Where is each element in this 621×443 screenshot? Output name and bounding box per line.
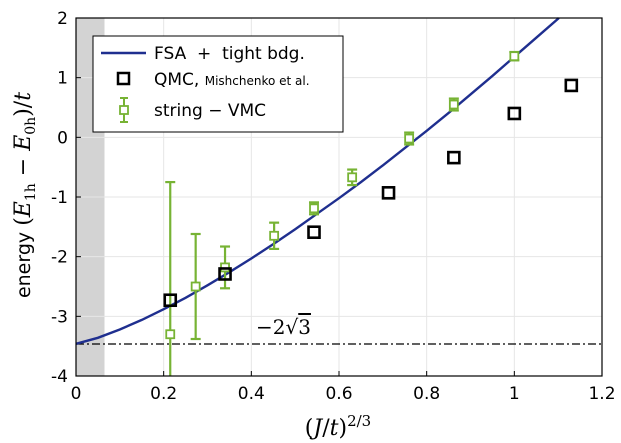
x-tick-label: 0.4 — [238, 384, 265, 404]
annotation-prefix: −2 — [256, 315, 285, 339]
x-tick-label: 0.8 — [413, 384, 440, 404]
legend-vmc-label: string − VMC — [154, 101, 266, 121]
vmc-marker — [404, 133, 415, 144]
y-tick-label: 1 — [57, 69, 68, 89]
vmc-point — [309, 201, 320, 216]
legend-vmc-swatch — [119, 97, 129, 123]
legend-qmc-swatch — [116, 71, 131, 86]
legend-qmc-text: QMC, — [154, 70, 205, 90]
legend: FSA + tight bdg. QMC, Mishchenko et al. … — [92, 35, 344, 133]
qmc-series — [163, 78, 579, 308]
vmc-point — [448, 97, 459, 112]
annotation-root: 3 — [298, 315, 311, 339]
vmc-point — [269, 221, 280, 251]
svg-text:−2√3: −2√3 — [256, 315, 311, 339]
vmc-point — [190, 232, 201, 341]
y-tick-label: -4 — [51, 367, 68, 387]
x-tick-label: 0 — [71, 384, 82, 404]
qmc-marker — [507, 106, 522, 121]
legend-fsa-label: FSA + tight bdg. — [154, 44, 305, 64]
vmc-point — [347, 168, 358, 187]
x-tick-label: 0.6 — [325, 384, 352, 404]
sqrt-symbol: √ — [285, 315, 298, 339]
vmc-marker — [190, 281, 201, 292]
qmc-marker — [381, 186, 396, 200]
vmc-point — [165, 180, 176, 376]
vmc-marker — [269, 230, 280, 241]
legend-qmc-label: QMC, Mishchenko et al. — [154, 70, 310, 90]
vmc-point — [509, 50, 520, 62]
vmc-marker — [347, 172, 358, 183]
qmc-marker — [218, 267, 232, 281]
y-tick-label: 2 — [57, 9, 68, 29]
y-tick-label: -3 — [51, 307, 68, 327]
qmc-marker — [447, 150, 461, 165]
svg-text:energy (E1h − E0h)/t: energy (E1h − E0h)/t — [11, 92, 39, 298]
y-axis-ticks: -4 -3 -2 -1 0 1 2 — [51, 9, 81, 387]
reference-annotation: −2√3 — [256, 315, 311, 339]
qmc-marker — [564, 78, 579, 93]
x-tick-label: 1.2 — [588, 384, 615, 404]
y-tick-label: 0 — [57, 128, 68, 148]
x-axis-label: (J/t)2/3 — [305, 412, 371, 441]
vmc-marker — [509, 51, 520, 62]
qmc-marker — [163, 293, 178, 308]
legend-qmc-ref: Mishchenko et al. — [205, 74, 310, 88]
y-axis-label: energy (E1h − E0h)/t — [11, 92, 39, 298]
y-tick-label: -1 — [51, 188, 68, 208]
vmc-marker — [448, 99, 459, 110]
x-tick-label: 1 — [509, 384, 520, 404]
vmc-marker — [165, 329, 176, 340]
vmc-point — [404, 131, 415, 146]
qmc-marker — [307, 225, 321, 240]
x-axis-ticks: 0 0.2 0.4 0.6 0.8 1 1.2 — [71, 371, 616, 404]
x-tick-label: 0.2 — [150, 384, 177, 404]
fsa-line — [75, 17, 560, 345]
y-tick-label: -2 — [51, 248, 68, 268]
vmc-marker — [309, 203, 319, 214]
